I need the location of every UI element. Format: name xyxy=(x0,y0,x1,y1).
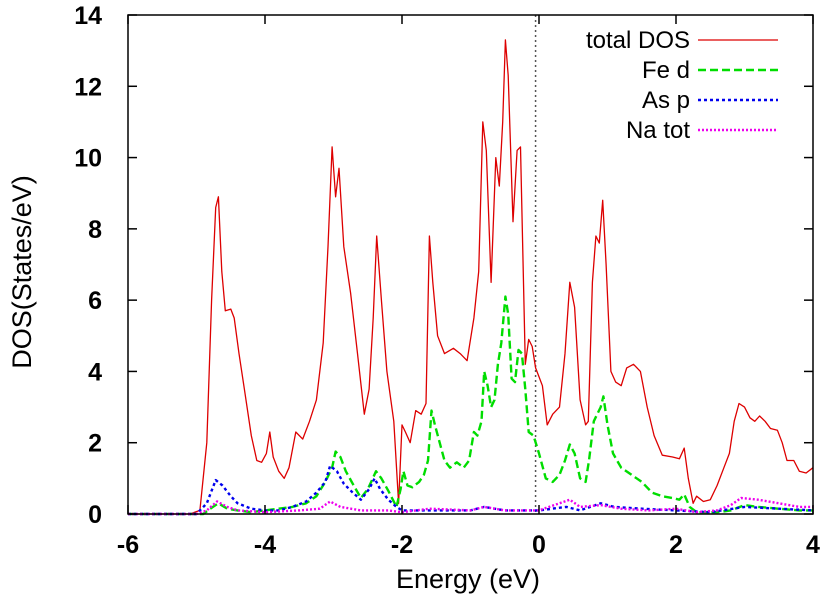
y-tick-label: 4 xyxy=(88,358,102,386)
legend-label-1: Fe d xyxy=(642,57,690,84)
series-line-3 xyxy=(128,496,813,516)
series-line-2 xyxy=(128,464,814,516)
x-tick-label: 2 xyxy=(669,531,683,559)
x-axis-label: Energy (eV) xyxy=(396,564,540,594)
x-tick-label: 4 xyxy=(806,531,820,559)
series-line-0 xyxy=(128,39,814,515)
x-tick-label: -6 xyxy=(117,531,139,559)
legend-label-2: As p xyxy=(642,87,690,114)
y-tick-label: 14 xyxy=(74,2,102,30)
legend-label-3: Na tot xyxy=(626,117,690,144)
legend-label-0: total DOS xyxy=(586,27,690,54)
y-tick-label: 2 xyxy=(88,430,102,458)
y-tick-label: 8 xyxy=(88,216,102,244)
y-tick-label: 10 xyxy=(74,145,102,173)
x-tick-label: -4 xyxy=(254,531,276,559)
x-tick-label: -2 xyxy=(391,531,413,559)
series-line-1 xyxy=(128,295,813,516)
x-tick-label: 0 xyxy=(532,531,546,559)
axes-box xyxy=(127,14,814,515)
y-tick-label: 6 xyxy=(88,287,102,315)
plot-frame xyxy=(127,14,814,515)
series-group xyxy=(128,39,814,516)
y-axis-label: DOS(States/eV) xyxy=(7,175,37,369)
tick-labels: -6 -4 -2 0 2 4 0 2 4 6 8 10 12 14 xyxy=(74,2,820,559)
y-tick-label: 0 xyxy=(88,501,102,529)
legend: total DOS Fe d As p Na tot xyxy=(586,27,778,144)
y-tick-label: 12 xyxy=(74,73,102,101)
